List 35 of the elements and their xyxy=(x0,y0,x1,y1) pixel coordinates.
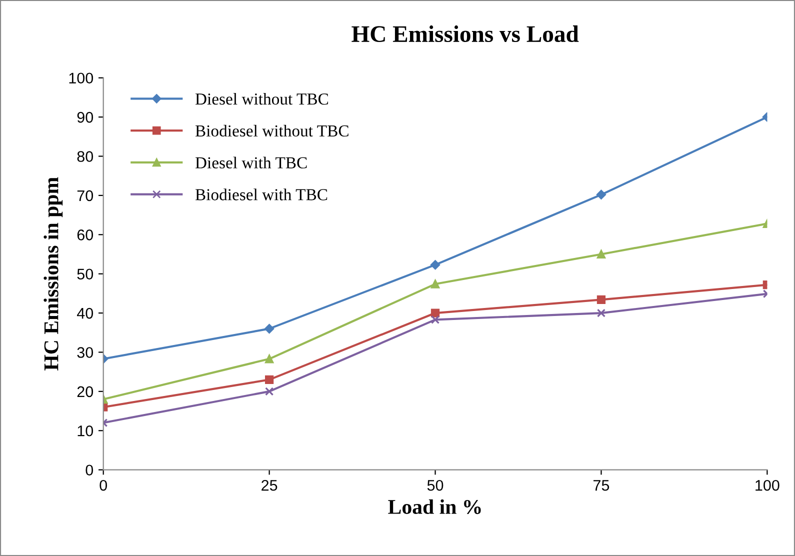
y-tick-label: 60 xyxy=(77,230,94,240)
legend-label: Biodiesel without TBC xyxy=(195,124,348,137)
y-tick-label: 80 xyxy=(77,151,94,162)
legend-label: Diesel with TBC xyxy=(195,156,307,168)
x-tick-label: 75 xyxy=(594,480,610,491)
point xyxy=(430,260,440,270)
y-tick-label: 90 xyxy=(77,112,94,123)
y-tick-label: 0 xyxy=(86,464,94,476)
y-tick-label: 40 xyxy=(76,308,94,319)
y-tick-label: 70 xyxy=(77,190,94,202)
y-tick-label: 20 xyxy=(77,386,94,398)
point xyxy=(265,387,274,396)
point xyxy=(430,280,440,288)
point xyxy=(596,250,606,259)
point xyxy=(430,308,440,318)
point xyxy=(596,190,606,200)
point xyxy=(430,315,440,324)
y-tick-label: 100 xyxy=(69,72,94,84)
point xyxy=(264,324,274,334)
point xyxy=(596,308,606,318)
chart-title: HC Emissions vs Load xyxy=(352,25,579,42)
x-tick-label: 50 xyxy=(427,480,444,491)
point xyxy=(596,295,606,304)
point xyxy=(265,354,274,364)
y-tick-label: 10 xyxy=(78,425,94,436)
legend-label: Biodiesel with TBC xyxy=(195,188,328,200)
x-axis-title: Load in % xyxy=(388,499,481,514)
x-tick-label: 25 xyxy=(262,480,278,491)
y-tick-label: 50 xyxy=(77,268,94,280)
y-axis-title: HC Emissions in ppm xyxy=(44,177,63,370)
point xyxy=(265,375,274,384)
legend-label: Diesel without TBC xyxy=(195,92,328,105)
x-tick-label: 0 xyxy=(100,480,107,491)
y-tick-label: 30 xyxy=(77,347,94,358)
x-tick-label: 100 xyxy=(756,480,780,491)
